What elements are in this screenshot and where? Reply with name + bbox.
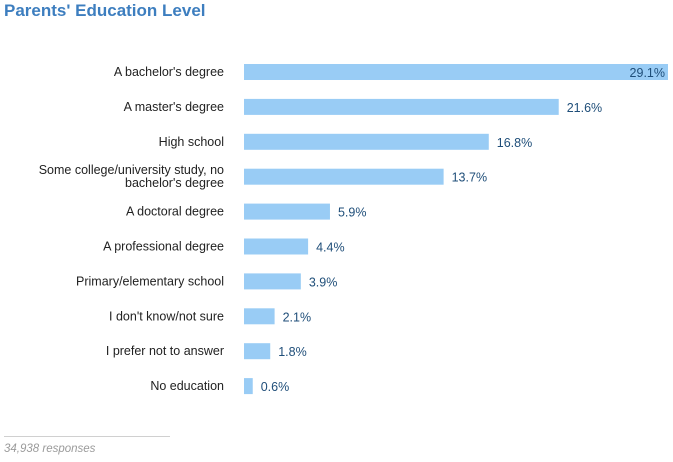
category-label: A professional degree <box>103 240 224 254</box>
bar <box>244 343 271 360</box>
value-label: 13.7% <box>452 171 487 185</box>
value-label: 0.6% <box>261 380 290 394</box>
bar <box>244 203 330 220</box>
value-label: 4.4% <box>316 241 345 255</box>
category-label: High school <box>159 135 224 149</box>
value-label: 1.8% <box>278 345 307 359</box>
category-label: Primary/elementary school <box>76 274 224 288</box>
bar <box>244 98 559 115</box>
value-label: 3.9% <box>309 275 338 289</box>
value-label: 2.1% <box>283 310 312 324</box>
value-label: 16.8% <box>497 136 532 150</box>
category-label: No education <box>150 379 224 393</box>
category-label: A bachelor's degree <box>114 65 224 79</box>
bar-chart: A bachelor's degree 29.1% A master's degre… <box>39 64 668 395</box>
value-label: 5.9% <box>338 206 367 220</box>
category-label: Some college/university study, no bachelo… <box>39 163 224 190</box>
bar <box>244 64 668 80</box>
bar <box>244 308 275 325</box>
response-count: 34,938 responses <box>4 443 96 455</box>
value-label: 21.6% <box>567 101 602 115</box>
category-label: A doctoral degree <box>126 205 224 219</box>
bar <box>244 238 309 255</box>
bar <box>244 168 444 185</box>
category-label: A master's degree <box>124 100 224 114</box>
chart-title: Parents' Education Level <box>4 1 206 20</box>
footer-divider <box>4 436 170 437</box>
category-label: I prefer not to answer <box>106 344 224 358</box>
bar <box>244 273 301 290</box>
category-label: I don't know/not sure <box>109 309 224 323</box>
bar <box>244 133 489 150</box>
value-label: 29.1% <box>630 66 665 80</box>
bar <box>244 378 253 395</box>
